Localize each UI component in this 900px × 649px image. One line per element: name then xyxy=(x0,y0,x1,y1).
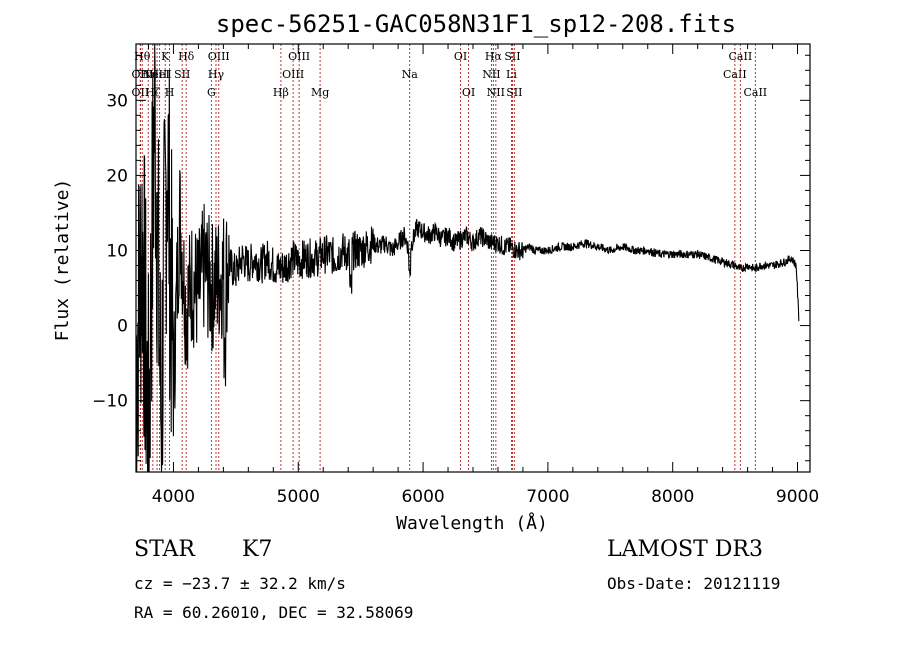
line-marker-label: Mg xyxy=(311,86,329,99)
line-marker-label: SII xyxy=(174,68,190,81)
line-marker-label: CaII xyxy=(729,50,753,63)
x-tick-label: 5000 xyxy=(277,487,320,507)
line-marker-label: Na xyxy=(402,68,419,81)
line-marker-label: SII xyxy=(506,86,522,99)
line-marker-label: Hα xyxy=(485,50,503,63)
coordinates: RA = 60.26010, DEC = 32.58069 xyxy=(134,603,414,622)
y-axis-label: Flux (relative) xyxy=(52,179,73,342)
flux-series-line xyxy=(135,43,800,473)
x-tick-label: 6000 xyxy=(401,487,444,507)
line-marker-label: CaII xyxy=(723,68,747,81)
plot-frame xyxy=(135,43,811,473)
object-class: STAR xyxy=(134,537,195,562)
x-axis-ticks: 4000 5000 6000 7000 8000 9000 xyxy=(147,44,819,507)
line-marker-label: G xyxy=(207,86,216,99)
line-marker-label: NII xyxy=(487,86,505,99)
line-marker-label: Hδ xyxy=(178,50,195,63)
chart-title: spec-56251-GAC058N31F1_sp12-208.fits xyxy=(216,10,736,38)
observation-date: Obs-Date: 20121119 xyxy=(607,574,781,593)
line-marker-label: K xyxy=(161,50,170,63)
line-marker-label: Hβ xyxy=(273,86,289,99)
line-marker-label: Hγ xyxy=(208,68,225,81)
redshift-cz: cz = −23.7 ± 32.2 km/s xyxy=(134,574,346,593)
y-tick-label: 20 xyxy=(106,166,128,186)
x-tick-label: 9000 xyxy=(776,487,819,507)
x-axis-label: Wavelength (Å) xyxy=(396,512,548,534)
y-tick-label: 30 xyxy=(106,91,128,111)
survey-name: LAMOST DR3 xyxy=(607,537,763,562)
object-subclass: K7 xyxy=(242,537,273,562)
y-axis-ticks: −10 0 10 20 30 xyxy=(92,54,810,462)
line-marker-label: OIII xyxy=(288,50,310,63)
line-marker-label: OI xyxy=(454,50,467,63)
line-marker-label: OI xyxy=(462,86,475,99)
line-marker-label: Hθ xyxy=(134,50,151,63)
line-marker-label: SII xyxy=(504,50,520,63)
line-marker-label: OIII xyxy=(282,68,304,81)
y-tick-label: −10 xyxy=(92,392,128,412)
line-marker-label: OIII xyxy=(208,50,230,63)
x-tick-label: 7000 xyxy=(526,487,569,507)
y-tick-label: 0 xyxy=(117,317,128,337)
line-marker-label: CaII xyxy=(743,86,767,99)
x-tick-label: 4000 xyxy=(152,487,195,507)
line-marker-label: Li xyxy=(506,68,517,81)
line-marker-label: NII xyxy=(482,68,500,81)
y-tick-label: 10 xyxy=(106,241,128,261)
line-marker-label: NeIII xyxy=(143,68,172,81)
x-tick-label: 8000 xyxy=(651,487,694,507)
